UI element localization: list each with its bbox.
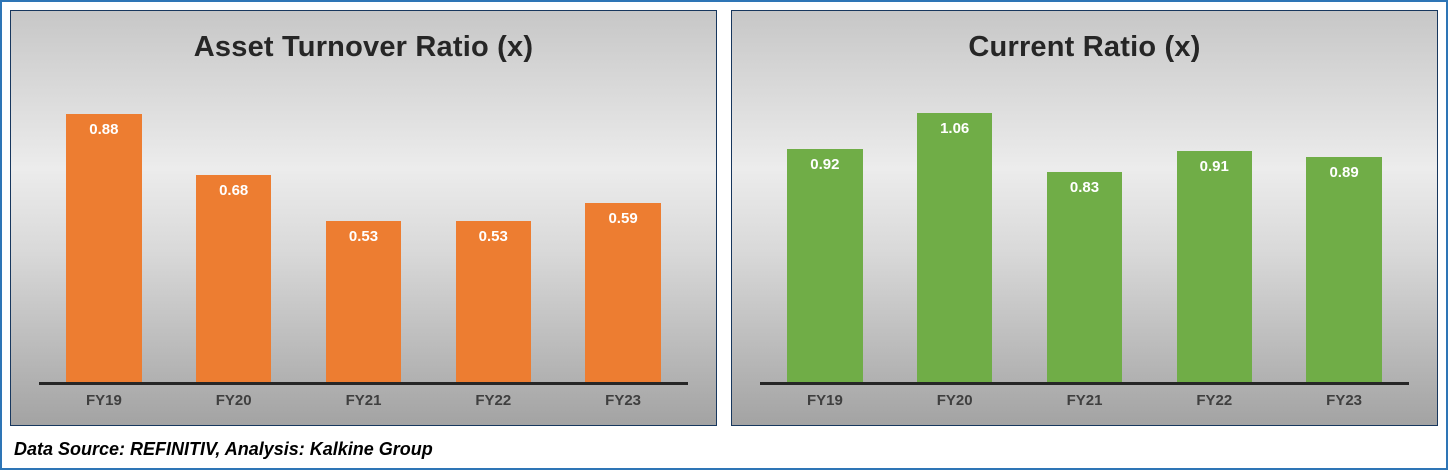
bar: 0.89 (1306, 156, 1382, 382)
bar-value-label: 0.68 (219, 182, 249, 200)
chart-title: Current Ratio (x) (968, 31, 1201, 63)
bar-value-label: 0.92 (810, 155, 840, 173)
chart-current-ratio: Current Ratio (x) 0.92 1.06 0.83 0.91 0.89 FY1… (731, 10, 1438, 426)
category-axis: FY19 FY20 FY21 FY22 FY23 (760, 392, 1409, 425)
category-label: FY21 (345, 392, 382, 409)
bar-slot: 0.68 (169, 78, 299, 382)
category-label: FY20 (215, 392, 252, 409)
charts-row: Asset Turnover Ratio (x) 0.88 0.68 0.53 0.53… (2, 2, 1446, 430)
category-label: FY22 (1196, 392, 1233, 409)
bar-slot: 0.53 (428, 78, 558, 382)
bar-slot: 0.91 (1149, 78, 1279, 382)
bar: 0.53 (455, 220, 531, 382)
chart-asset-turnover-ratio: Asset Turnover Ratio (x) 0.88 0.68 0.53 0.53… (10, 10, 717, 426)
bar-value-label: 0.59 (608, 209, 638, 227)
category-label: FY23 (1326, 392, 1363, 409)
category-label: FY22 (475, 392, 512, 409)
bar-slot: 1.06 (890, 78, 1020, 382)
bar: 0.59 (585, 202, 661, 382)
source-text: Data Source: REFINITIV, Analysis: Kalkin… (14, 438, 433, 459)
plot-area: 0.92 1.06 0.83 0.91 0.89 (760, 78, 1409, 385)
chart-title: Asset Turnover Ratio (x) (193, 31, 534, 63)
bar: 0.53 (325, 220, 402, 382)
bar-slot: 0.53 (299, 78, 429, 382)
bar-value-label: 0.83 (1069, 178, 1100, 196)
category-label: FY20 (936, 392, 973, 409)
category-label: FY23 (605, 392, 642, 409)
bar-value-label: 0.91 (1199, 158, 1229, 176)
category-label: FY19 (85, 392, 122, 409)
bar-slot: 0.88 (39, 78, 169, 382)
bar-slot: 0.83 (1020, 78, 1150, 382)
bar-value-label: 0.53 (478, 227, 508, 245)
bar-slot: 0.89 (1279, 78, 1409, 382)
bar-value-label: 0.53 (348, 227, 379, 245)
category-label: FY21 (1066, 392, 1103, 409)
bar: 0.92 (787, 148, 863, 382)
bar-value-label: 1.06 (940, 120, 970, 138)
category-axis: FY19 FY20 FY21 FY22 FY23 (39, 392, 688, 425)
bar-value-label: 0.88 (89, 121, 119, 139)
bar-slot: 0.92 (760, 78, 890, 382)
bar: 0.68 (196, 175, 272, 382)
bar: 0.83 (1046, 171, 1123, 382)
bar-slot: 0.59 (558, 78, 688, 382)
bar: 0.88 (66, 114, 142, 382)
bar: 1.06 (917, 113, 993, 382)
source-note: Data Source: REFINITIV, Analysis: Kalkin… (2, 430, 1446, 468)
bar: 0.91 (1176, 151, 1252, 382)
category-label: FY19 (806, 392, 843, 409)
bar-value-label: 0.89 (1329, 163, 1359, 181)
plot-area: 0.88 0.68 0.53 0.53 0.59 (39, 78, 688, 385)
